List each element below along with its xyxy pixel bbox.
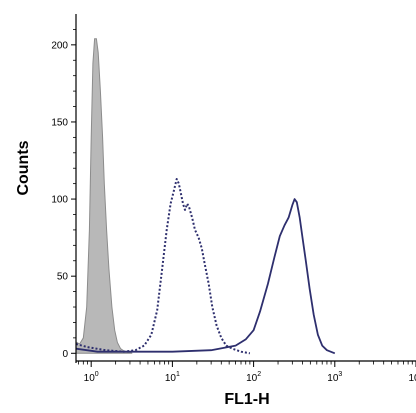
axes	[71, 14, 416, 367]
y-tick-label: 100	[51, 195, 68, 206]
series-1-dotted-histogram	[76, 178, 251, 355]
x-axis-title: FL1-H	[224, 391, 269, 408]
x-tick-label: 104	[408, 371, 416, 384]
y-tick-label: 150	[51, 117, 68, 128]
y-tick-label: 50	[57, 272, 69, 283]
y-tick-label: 0	[62, 349, 68, 360]
x-tick-label: 103	[327, 371, 342, 384]
x-tick-label: 100	[84, 371, 99, 384]
x-tick-label: 102	[246, 371, 261, 384]
tick-labels: 0 50 100 150 200 100 101 102 103 104	[51, 40, 416, 384]
series-2-solid-histogram	[76, 198, 336, 355]
series-0-filled-histogram	[76, 38, 133, 354]
plot-area	[76, 38, 336, 355]
y-axis-title: Counts	[15, 140, 32, 195]
x-tick-label: 101	[165, 371, 180, 384]
y-tick-label: 200	[51, 40, 68, 51]
